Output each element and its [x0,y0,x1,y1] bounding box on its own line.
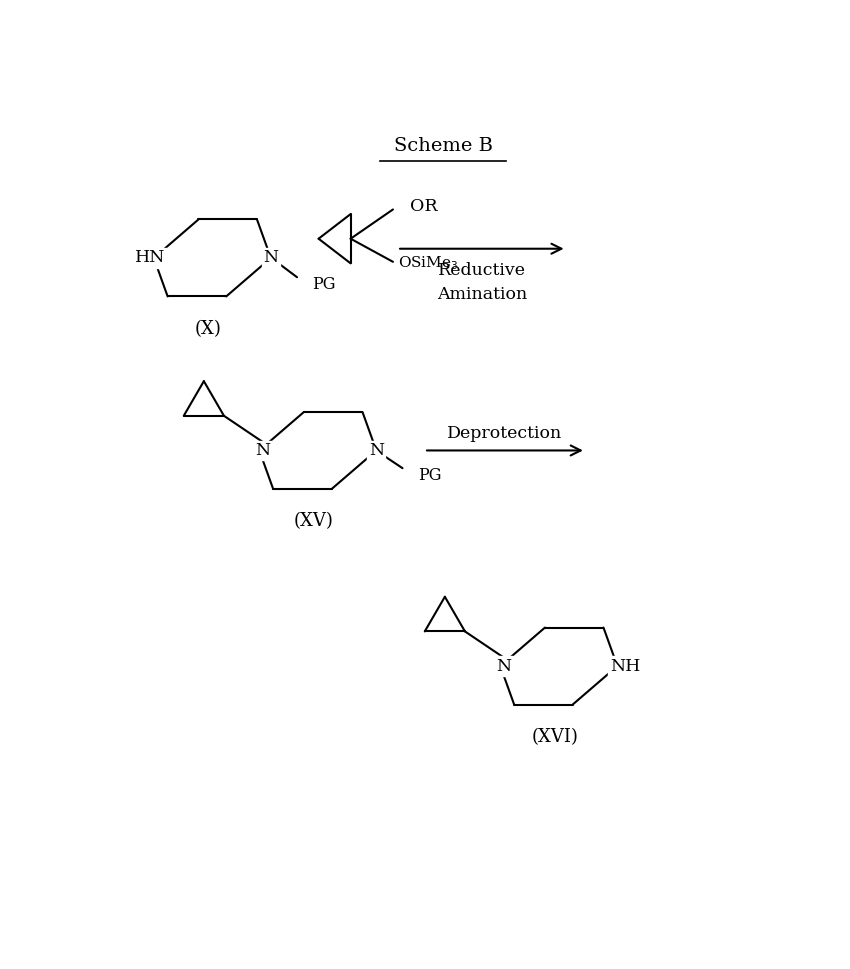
Text: OSiMe$_3$: OSiMe$_3$ [399,255,459,272]
Text: NH: NH [609,658,640,674]
Text: Reductive: Reductive [438,262,526,279]
Text: PG: PG [313,275,336,293]
Text: N: N [496,658,512,674]
Text: OR: OR [410,198,438,215]
Text: (XV): (XV) [294,513,334,530]
Text: Scheme B: Scheme B [394,138,493,155]
Text: HN: HN [135,249,165,266]
Text: N: N [256,442,270,459]
Text: N: N [369,442,384,459]
Text: PG: PG [418,467,441,484]
Text: Deprotection: Deprotection [447,425,563,442]
Text: N: N [264,249,279,266]
Text: (XVI): (XVI) [531,728,578,746]
Text: (X): (X) [195,320,222,338]
Text: Amination: Amination [437,287,527,303]
